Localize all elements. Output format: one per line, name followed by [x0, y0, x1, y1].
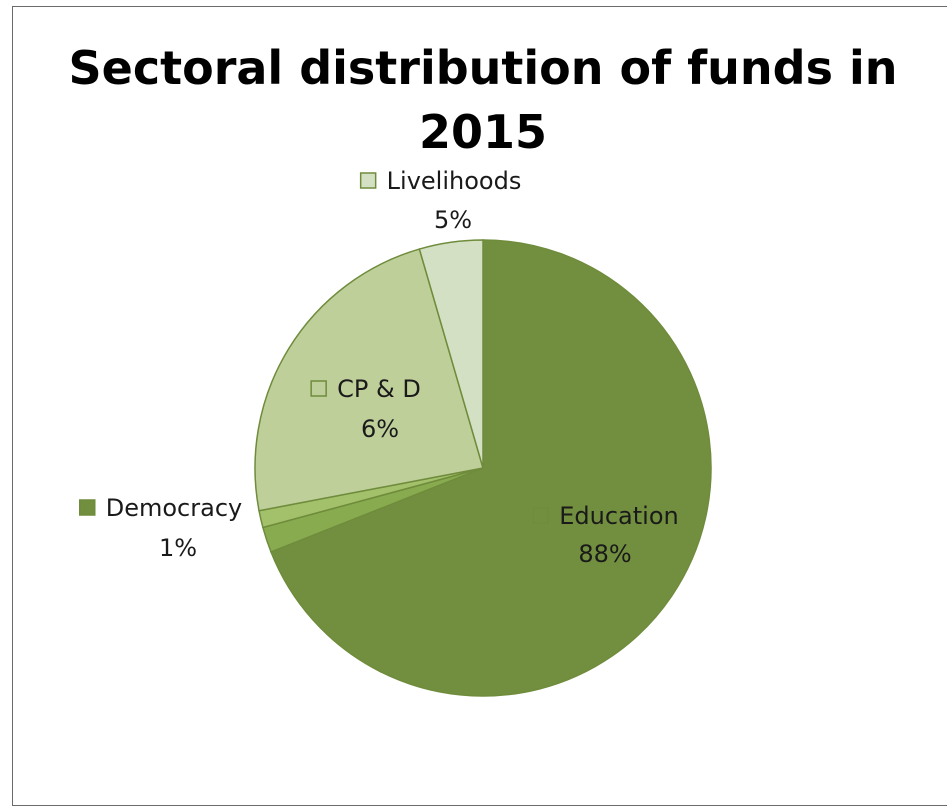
- pie-slice-livelihoods: [418, 239, 484, 469]
- slice-percent-education: 88%: [578, 540, 631, 568]
- slice-percent-democracy: 1%: [159, 534, 197, 562]
- legend-key-education: [532, 507, 550, 524]
- legend-key-democracy: [79, 499, 96, 516]
- slice-label-education: Education: [559, 502, 678, 530]
- slice-label-democracy: Democracy: [106, 494, 242, 522]
- slice-label-livelihoods: Livelihoods: [387, 167, 522, 195]
- pie-slice-education: [270, 239, 712, 697]
- legend-key-livelihoods: [359, 172, 377, 189]
- pie-labels: Education 88% Democracy 1% CP & D 6% Livelihoo…: [79, 167, 679, 568]
- slice-percent-cp-d: 6%: [361, 415, 399, 443]
- legend-key-cp-d: [310, 380, 327, 397]
- slice-percent-livelihoods: 5%: [434, 206, 472, 234]
- pie-slice-cp-d: [254, 248, 484, 512]
- pie-chart: Education 88% Democracy 1% CP & D 6% Livelihoo…: [79, 167, 712, 697]
- slice-label-cp-d: CP & D: [337, 375, 421, 403]
- pie-slices: [254, 239, 712, 697]
- chart-title: Sectoral distribution of funds in 2015: [68, 41, 898, 159]
